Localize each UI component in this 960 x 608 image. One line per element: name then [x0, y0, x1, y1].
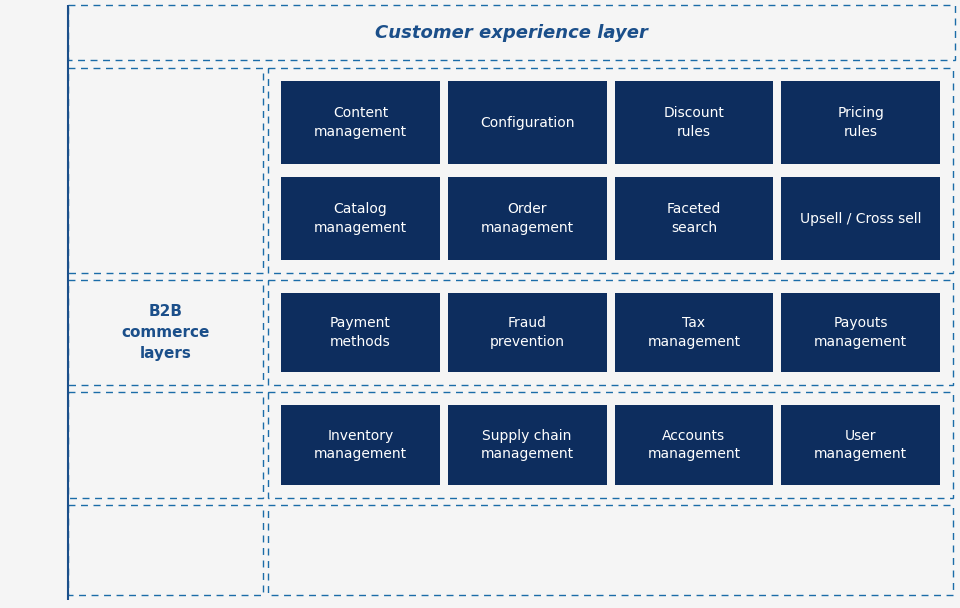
Text: B2B
commerce
layers: B2B commerce layers [121, 304, 209, 361]
Text: Order
management: Order management [481, 202, 574, 235]
Bar [781, 293, 940, 372]
Text: Customer experience layer: Customer experience layer [375, 24, 648, 41]
Bar [281, 177, 440, 260]
Text: Accounts
management: Accounts management [647, 429, 740, 461]
Text: Fraud
prevention: Fraud prevention [490, 316, 564, 349]
Bar [781, 81, 940, 164]
Bar [268, 280, 953, 385]
Bar [68, 505, 263, 595]
Bar [268, 392, 953, 498]
Text: Payouts
management: Payouts management [814, 316, 907, 349]
Bar [781, 177, 940, 260]
Text: Upsell / Cross sell: Upsell / Cross sell [800, 212, 922, 226]
Bar [268, 68, 953, 273]
Text: Catalog
management: Catalog management [314, 202, 407, 235]
Bar [781, 405, 940, 485]
Bar [281, 293, 440, 372]
Bar [447, 177, 607, 260]
Bar [447, 81, 607, 164]
Text: Inventory
management: Inventory management [314, 429, 407, 461]
Bar [68, 5, 955, 60]
Text: Faceted
search: Faceted search [666, 202, 721, 235]
Text: User
management: User management [814, 429, 907, 461]
Bar [68, 68, 263, 273]
Bar [68, 280, 263, 385]
Text: Payment
methods: Payment methods [330, 316, 391, 349]
Text: Discount
rules: Discount rules [663, 106, 724, 139]
Bar [281, 405, 440, 485]
Bar [614, 81, 773, 164]
Bar [68, 392, 263, 498]
Text: Configuration: Configuration [480, 116, 574, 130]
Bar [281, 81, 440, 164]
Text: Pricing
rules: Pricing rules [837, 106, 884, 139]
Text: Content
management: Content management [314, 106, 407, 139]
Bar [614, 293, 773, 372]
Text: Tax
management: Tax management [647, 316, 740, 349]
Bar [447, 293, 607, 372]
Bar [268, 505, 953, 595]
Text: Supply chain
management: Supply chain management [481, 429, 574, 461]
Bar [447, 405, 607, 485]
Bar [614, 405, 773, 485]
Bar [614, 177, 773, 260]
